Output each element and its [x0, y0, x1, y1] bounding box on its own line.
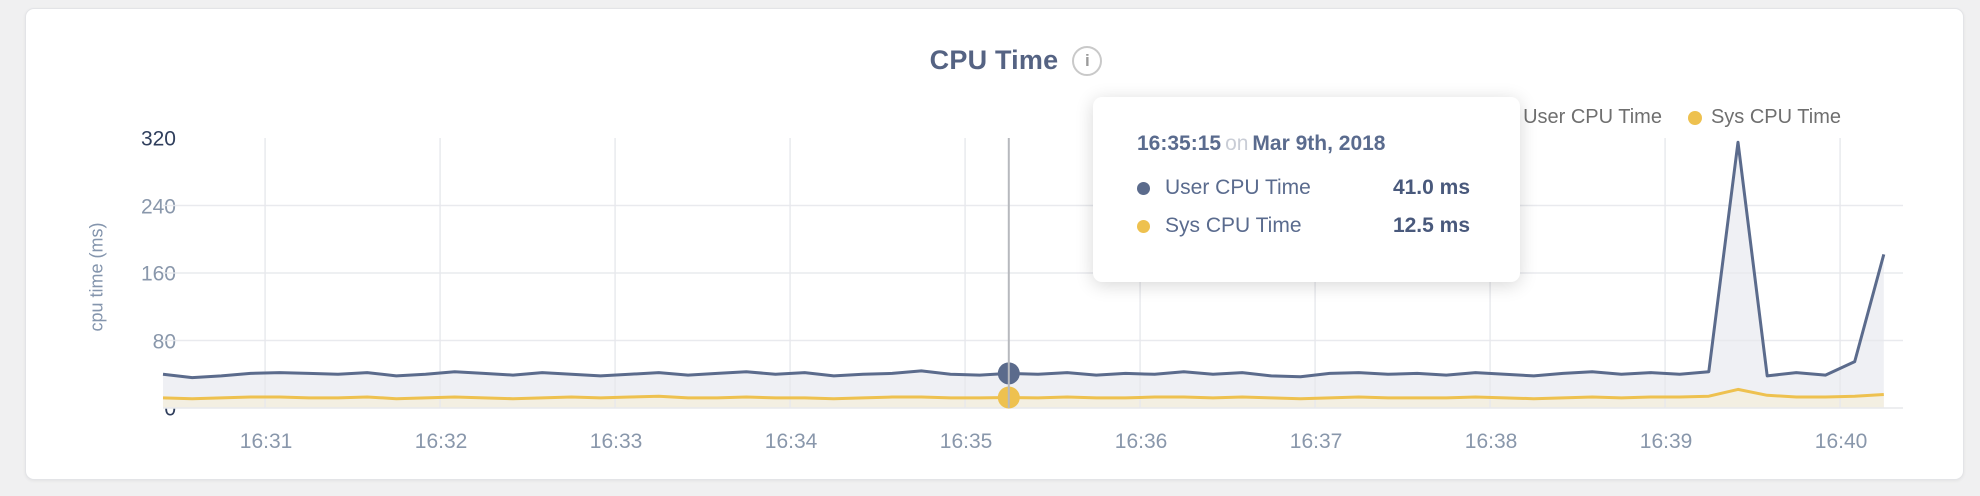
y-tick-0: 0 — [164, 397, 176, 421]
x-tick-16:39: 16:39 — [1639, 430, 1693, 453]
y-tick-320: 320 — [140, 127, 176, 151]
x-tick-16:37: 16:37 — [1289, 430, 1343, 453]
tooltip-value-sys: 12.5 ms — [1392, 214, 1470, 237]
tooltip-label-user: User CPU Time — [1165, 176, 1311, 199]
tooltip-connector: on — [1225, 132, 1249, 155]
x-tick-16:36: 16:36 — [1114, 430, 1168, 453]
tooltip-dot-user-icon — [1137, 181, 1150, 195]
tooltip-row-sys: Sys CPU Time 12.5 ms — [1137, 207, 1470, 245]
tooltip-time: 16:35:15 — [1137, 132, 1222, 155]
info-icon-glyph: i — [1084, 50, 1090, 70]
x-tick-16:38: 16:38 — [1464, 430, 1518, 453]
tooltip-date: Mar 9th, 2018 — [1252, 132, 1386, 155]
legend-dot-sys-icon — [1687, 110, 1702, 125]
x-tick-16:34: 16:34 — [764, 430, 818, 453]
x-tick-16:35: 16:35 — [939, 430, 993, 453]
sys-cpu-time-line — [162, 387, 1884, 401]
tooltip-title: 16:35:15 on Mar 9th, 2018 — [1137, 131, 1470, 157]
legend-item-sys-cpu-time[interactable]: Sys CPU Time — [1687, 106, 1841, 129]
legend-label-sys: Sys CPU Time — [1710, 106, 1841, 128]
hover-tooltip: 16:35:15 on Mar 9th, 2018 User CPU Time 41… — [1093, 97, 1520, 282]
y-tick-240: 240 — [140, 195, 176, 218]
legend-label-user: User CPU Time — [1523, 106, 1662, 128]
tooltip-value-user: 41.0 ms — [1392, 176, 1470, 199]
user-cpu-time-area — [163, 142, 1884, 408]
info-icon[interactable]: i — [1072, 45, 1103, 76]
chart-title: CPU Time — [929, 45, 1059, 75]
x-tick-16:33: 16:33 — [589, 430, 643, 453]
legend-item-user-cpu-time[interactable]: User CPU Time — [1500, 106, 1662, 129]
x-tick-16:32: 16:32 — [414, 430, 468, 453]
x-tick-16:31: 16:31 — [239, 430, 293, 453]
user-cpu-time-line — [162, 140, 1886, 380]
tooltip-dot-sys-icon — [1137, 219, 1150, 233]
tooltip-label-sys: Sys CPU Time — [1165, 214, 1302, 237]
chart-legend: User CPU Time Sys CPU Time — [1500, 106, 1841, 129]
x-tick-16:40: 16:40 — [1814, 430, 1868, 453]
y-tick-80: 80 — [152, 330, 176, 353]
tooltip-row-user: User CPU Time 41.0 ms — [1137, 169, 1470, 207]
y-tick-160: 160 — [140, 262, 176, 286]
chart-header: CPU Time i — [26, 45, 1980, 76]
